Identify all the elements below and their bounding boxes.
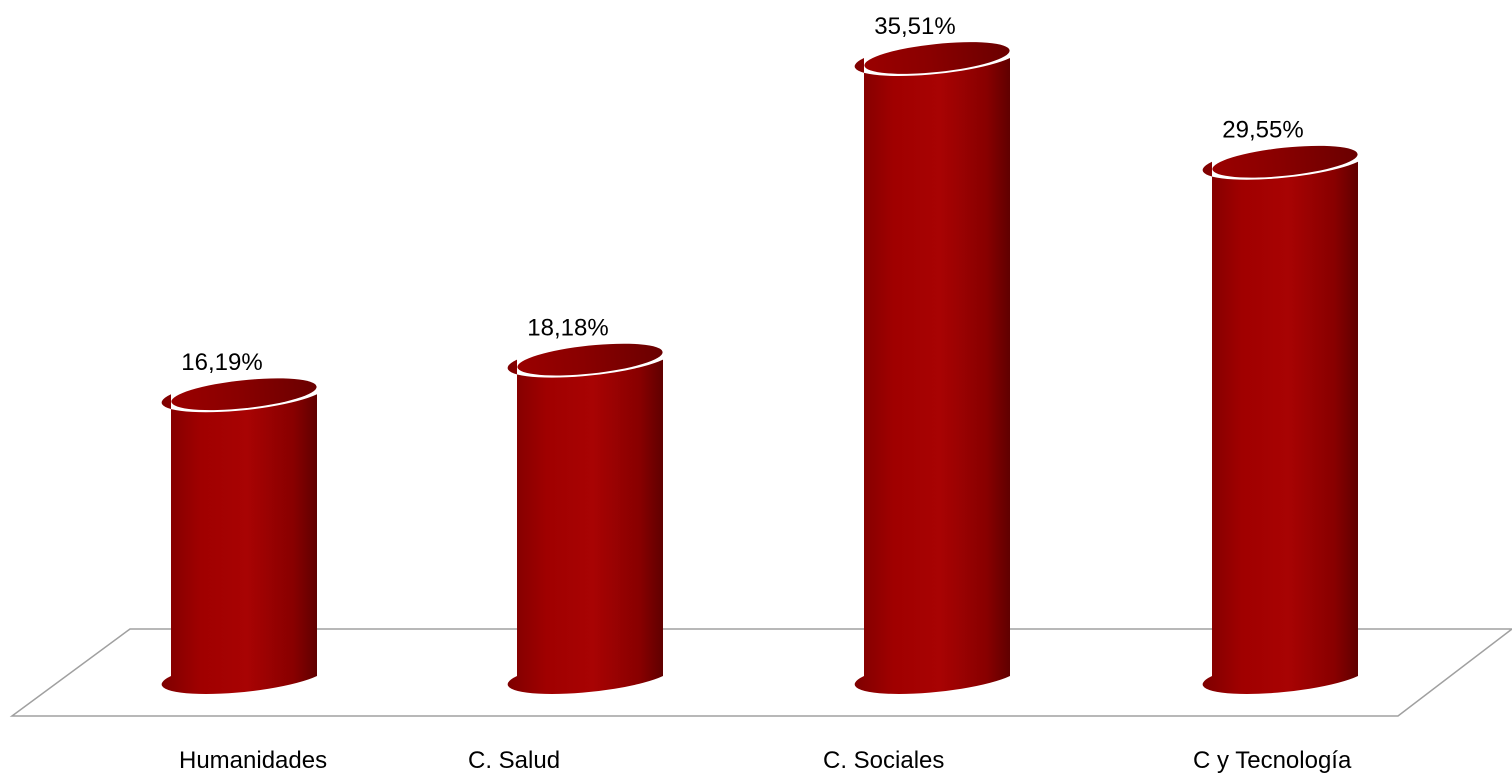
bar-body (507, 359, 663, 694)
data-label: 29,55% (1222, 117, 1303, 144)
bar (161, 378, 317, 695)
bar (854, 42, 1010, 694)
bar-body (1202, 161, 1358, 695)
data-label: 18,18% (527, 315, 608, 342)
labels-group: 16,19% Humanidades 18,18% C. Salud 35,51% C. … (179, 13, 1352, 774)
category-label: C y Tecnología (1193, 747, 1352, 774)
bar-top (864, 42, 1010, 74)
bar-body (854, 58, 1010, 694)
data-label: 35,51% (874, 13, 955, 40)
bar (507, 343, 663, 694)
category-label: C. Salud (468, 747, 560, 774)
bar (1202, 145, 1358, 695)
bars-group (161, 42, 1358, 695)
data-label: 16,19% (181, 349, 262, 376)
chart-floor (9, 628, 1512, 717)
category-label: Humanidades (179, 747, 327, 774)
bar-body (161, 394, 317, 695)
bar-top (1212, 145, 1358, 178)
bar-top (171, 378, 317, 411)
bar-top (517, 343, 663, 376)
category-label: C. Sociales (823, 747, 944, 774)
